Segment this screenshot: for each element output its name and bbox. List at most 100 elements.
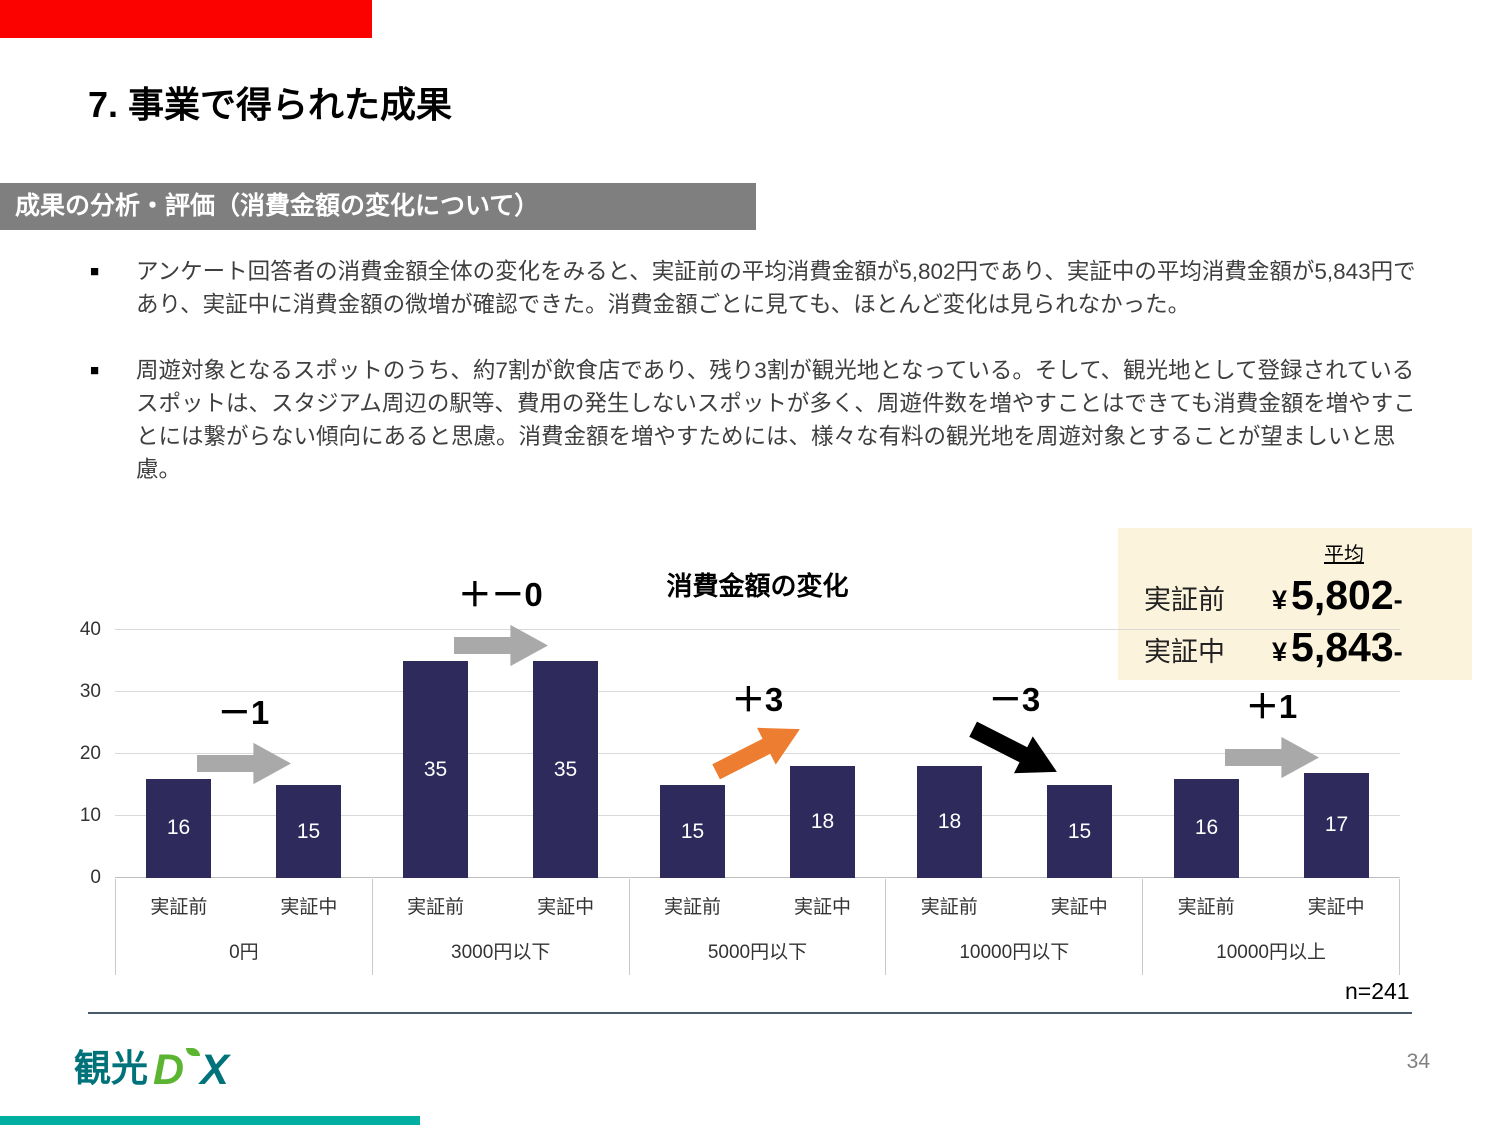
gridline [115, 691, 1400, 692]
average-dash: - [1393, 585, 1403, 615]
change-arrow-flat-icon [1224, 736, 1319, 778]
page-title: 7. 事業で得られた成果 [88, 84, 453, 125]
bar-value-label: 35 [553, 757, 578, 781]
leaf-icon [186, 1048, 201, 1056]
bullet-list: ■ アンケート回答者の消費金額全体の変化をみると、実証前の平均消費金額が5,80… [90, 255, 1432, 519]
series-label: 実証中 [280, 897, 338, 918]
category-label: 10000円以上 [1216, 942, 1326, 963]
section-header: 成果の分析・評価（消費金額の変化について） [0, 183, 756, 230]
delta-label: ＋3 [731, 681, 784, 719]
gridline [115, 815, 1400, 816]
average-row-before: 実証前 ¥ 5,802 - [1144, 572, 1456, 619]
gridline [115, 877, 1400, 878]
bar-value-label: 18 [810, 810, 835, 834]
bar-before: 16 [146, 778, 211, 878]
bar-during: 15 [276, 785, 341, 878]
y-axis-tick-label: 30 [79, 681, 101, 702]
series-label-row: 実証前 実証中 [116, 879, 372, 919]
footer-divider [88, 1012, 1412, 1014]
average-dash: - [1393, 637, 1403, 667]
bullet-square-icon: ■ [90, 263, 100, 280]
bar-group-4: 18 15 －3 [886, 630, 1143, 878]
bar-group-1: 16 15 －1 [115, 630, 372, 878]
gridline [115, 629, 1400, 630]
y-axis-tick-label: 10 [79, 805, 101, 826]
bullet-text: 周遊対象となるスポットのうち、約7割が飲食店であり、残り3割が観光地となっている… [136, 357, 1416, 483]
x-axis-group-cell: 実証前 実証中 5000円以下 [630, 879, 887, 975]
bar-value-label: 15 [1067, 819, 1092, 843]
series-label-row: 実証前 実証中 [1143, 879, 1399, 919]
bar-value-label: 35 [423, 757, 448, 781]
average-summary-box: 平均 実証前 ¥ 5,802 - 実証中 ¥ 5,843 - [1118, 528, 1472, 680]
bar-value-label: 15 [296, 819, 321, 843]
series-label: 実証中 [537, 897, 595, 918]
bar-before: 16 [1174, 778, 1239, 878]
series-label: 実証中 [1050, 897, 1108, 918]
x-axis-group-cell: 実証前 実証中 10000円以上 [1143, 879, 1400, 975]
chart-plot-area: 0 10 20 30 40 16 15 －1 35 35 ＋－0 15 18 ＋3 18 15 －3 16 17 ＋1 [80, 576, 1400, 888]
kanko-dx-logo: 観光 D X [74, 1038, 229, 1092]
series-label: 実証中 [793, 897, 851, 918]
bullet-square-icon: ■ [90, 361, 100, 379]
y-axis-tick-label: 0 [90, 867, 101, 888]
top-red-accent-bar [0, 0, 372, 38]
logo-kanji-text: 観光 [74, 1048, 148, 1089]
bar-before: 35 [403, 661, 468, 878]
bar-during: 35 [533, 661, 598, 878]
category-label: 0円 [229, 942, 259, 963]
series-label: 実証前 [920, 897, 978, 918]
average-row-label: 実証前 [1144, 585, 1225, 615]
series-label: 実証前 [407, 897, 465, 918]
delta-label: －1 [217, 693, 270, 731]
bar-groups-row: 16 15 －1 35 35 ＋－0 15 18 ＋3 18 15 －3 16 17 ＋1 [115, 576, 1400, 878]
bullet-item: ■ 周遊対象となるスポットのうち、約7割が飲食店であり、残り3割が観光地となって… [90, 354, 1432, 487]
delta-label: ＋1 [1245, 687, 1298, 725]
series-label-row: 実証前 実証中 [630, 879, 886, 919]
change-arrow-flat-icon [196, 742, 291, 784]
logo-letter-d: D [153, 1046, 185, 1094]
series-label: 実証中 [1307, 897, 1365, 918]
y-axis-tick-label: 20 [79, 743, 101, 764]
bar-group-2: 35 35 ＋－0 [372, 576, 629, 878]
average-value: 5,843 [1291, 624, 1394, 670]
bar-value-label: 17 [1324, 813, 1349, 837]
bar-before: 15 [660, 785, 725, 878]
chart-x-axis: 実証前 実証中 0円 実証前 実証中 3000円以下 実証前 実証中 5000円以下 実証前 実証中… [115, 879, 1400, 975]
delta-label: －3 [988, 681, 1041, 719]
y-axis-tick-label: 40 [79, 619, 101, 640]
delta-label: ＋－0 [458, 576, 543, 613]
x-axis-group-cell: 実証前 実証中 0円 [115, 879, 373, 975]
bar-during: 17 [1304, 772, 1369, 878]
x-axis-group-cell: 実証前 実証中 10000円以下 [886, 879, 1144, 975]
page-number: 34 [1406, 1050, 1430, 1073]
category-label: 3000円以下 [451, 942, 551, 963]
change-arrow-up-icon [711, 728, 800, 780]
category-label: 5000円以下 [707, 942, 808, 963]
yen-symbol: ¥ [1272, 585, 1288, 615]
bullet-item: ■ アンケート回答者の消費金額全体の変化をみると、実証前の平均消費金額が5,80… [90, 255, 1432, 322]
bar-before: 18 [917, 766, 982, 878]
average-row-label: 実証中 [1144, 637, 1225, 667]
change-arrow-down-icon [968, 722, 1057, 774]
average-row-during: 実証中 ¥ 5,843 - [1144, 624, 1456, 671]
series-label: 実証前 [1177, 897, 1235, 918]
x-axis-group-cell: 実証前 実証中 3000円以下 [373, 879, 630, 975]
sample-size-note: n=241 [1345, 978, 1410, 1004]
bottom-teal-accent-bar [0, 1116, 420, 1125]
change-arrow-flat-icon [453, 624, 548, 667]
bar-group-3: 15 18 ＋3 [629, 630, 886, 878]
bar-value-label: 16 [166, 816, 191, 840]
chart-title: 消費金額の変化 [666, 571, 849, 601]
average-box-title: 平均 [1324, 544, 1364, 566]
bar-value-label: 16 [1194, 816, 1219, 840]
bullet-text: アンケート回答者の消費金額全体の変化をみると、実証前の平均消費金額が5,802円… [136, 259, 1416, 318]
series-label: 実証前 [150, 897, 208, 918]
series-label-row: 実証前 実証中 [886, 879, 1142, 919]
yen-symbol: ¥ [1272, 637, 1288, 667]
series-label-row: 実証前 実証中 [373, 879, 629, 919]
bar-during: 15 [1047, 785, 1112, 878]
bar-during: 18 [790, 766, 855, 878]
series-label: 実証前 [663, 897, 721, 918]
bar-group-5: 16 17 ＋1 [1143, 630, 1400, 878]
